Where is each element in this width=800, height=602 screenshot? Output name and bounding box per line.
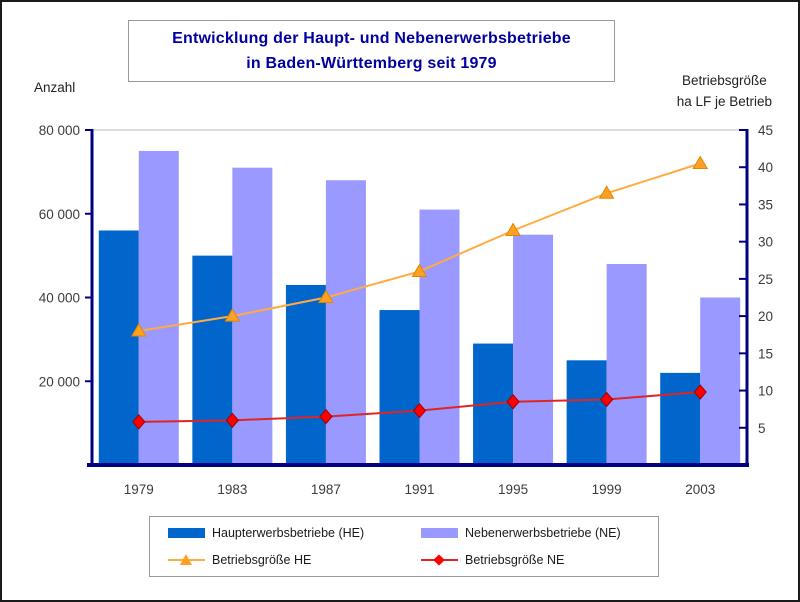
x-axis-label-2003: 2003 (685, 482, 715, 497)
right-axis-tick-label: 30 (758, 235, 773, 250)
bar-he-2003 (660, 372, 701, 465)
right-axis-tick-label: 5 (758, 421, 766, 436)
legend-swatch-ne-icon (421, 528, 458, 538)
marker-diamond-1987 (319, 408, 333, 425)
marker-triangle-1987 (318, 289, 334, 303)
legend-line-he-sample (168, 553, 205, 567)
left-axis-tick-label: 80 000 (39, 123, 80, 138)
legend-item-haupterwerbsbetriebe: Haupterwerbsbetriebe (HE) (168, 526, 421, 540)
x-axis-label-1991: 1991 (404, 482, 434, 497)
marker-triangle-1991 (411, 263, 428, 277)
marker-triangle-1979 (130, 323, 147, 337)
marker-diamond-1995 (506, 393, 520, 410)
legend-label-haupterwerbsbetriebe: Haupterwerbsbetriebe (HE) (212, 526, 365, 540)
right-axis-tick-label: 35 (758, 197, 773, 212)
marker-triangle-1999 (598, 185, 615, 199)
marker-triangle-1983 (224, 308, 241, 322)
marker-diamond-1991 (412, 402, 427, 419)
bar-ne-1995 (513, 234, 554, 465)
marker-diamond-1999 (599, 391, 614, 408)
right-axis-tick-label: 10 (758, 384, 773, 399)
x-axis-label-1979: 1979 (124, 482, 154, 497)
legend-item-betriebsgroesse-ne: Betriebsgröße NE (421, 553, 658, 567)
right-axis-title-line2: ha LF je Betrieb (676, 94, 772, 109)
legend-label-betriebsgroesse-ne: Betriebsgröße NE (465, 553, 565, 567)
bar-he-1991 (379, 310, 420, 465)
triangle-marker-icon (180, 554, 192, 565)
right-axis-tick-label: 40 (758, 160, 773, 175)
left-axis-tick-label: 20 000 (39, 374, 80, 389)
right-axis-tick-label: 25 (758, 272, 773, 287)
marker-triangle-2003 (692, 155, 709, 169)
legend-label-nebenerwerbsbetriebe: Nebenerwerbsbetriebe (NE) (465, 526, 621, 540)
marker-diamond-2003 (693, 384, 707, 400)
legend-line-ne-sample (421, 553, 458, 567)
right-axis-tick-label: 20 (758, 309, 773, 324)
x-axis-label-1987: 1987 (311, 482, 341, 497)
bar-ne-1983 (232, 167, 273, 465)
left-axis-tick-label: 60 000 (39, 207, 80, 222)
marker-triangle-1995 (505, 222, 521, 236)
bar-ne-2003 (700, 297, 741, 465)
right-axis-tick-label: 15 (758, 346, 773, 361)
legend-item-nebenerwerbsbetriebe: Nebenerwerbsbetriebe (NE) (421, 526, 658, 540)
bar-ne-1979 (138, 150, 179, 465)
bar-ne-1987 (325, 180, 366, 465)
bar-he-1983 (192, 255, 233, 465)
chart-title-line2: in Baden-Württemberg seit 1979 (246, 55, 497, 72)
legend-label-betriebsgroesse-he: Betriebsgröße HE (212, 553, 312, 567)
x-axis-label-1999: 1999 (592, 482, 622, 497)
marker-diamond-1983 (225, 412, 240, 429)
left-axis-tick-label: 40 000 (39, 291, 80, 306)
chart-title-box: Entwicklung der Haupt- und Nebenerwerbsb… (128, 20, 615, 82)
legend-swatch-he-icon (168, 528, 205, 538)
bar-he-1987 (285, 284, 326, 465)
diamond-marker-icon (433, 554, 445, 566)
right-axis-title-line1: Betriebsgröße (681, 73, 767, 88)
right-axis-title: Betriebsgröße ha LF je Betrieb (677, 70, 772, 112)
x-axis-label-1995: 1995 (498, 482, 528, 497)
legend: Haupterwerbsbetriebe (HE) Nebenerwerbsbe… (149, 516, 659, 577)
legend-item-betriebsgroesse-he: Betriebsgröße HE (168, 553, 421, 567)
left-axis-title: Anzahl (34, 80, 76, 95)
right-axis-tick-label: 45 (758, 123, 773, 138)
bar-ne-1991 (419, 209, 460, 465)
marker-diamond-1979 (132, 414, 146, 430)
bar-he-1979 (98, 230, 139, 465)
bar-ne-1999 (606, 264, 647, 465)
x-axis-label-1983: 1983 (217, 482, 247, 497)
bar-he-1999 (566, 360, 607, 465)
chart-title-line1: Entwicklung der Haupt- und Nebenerwerbsb… (172, 30, 571, 47)
